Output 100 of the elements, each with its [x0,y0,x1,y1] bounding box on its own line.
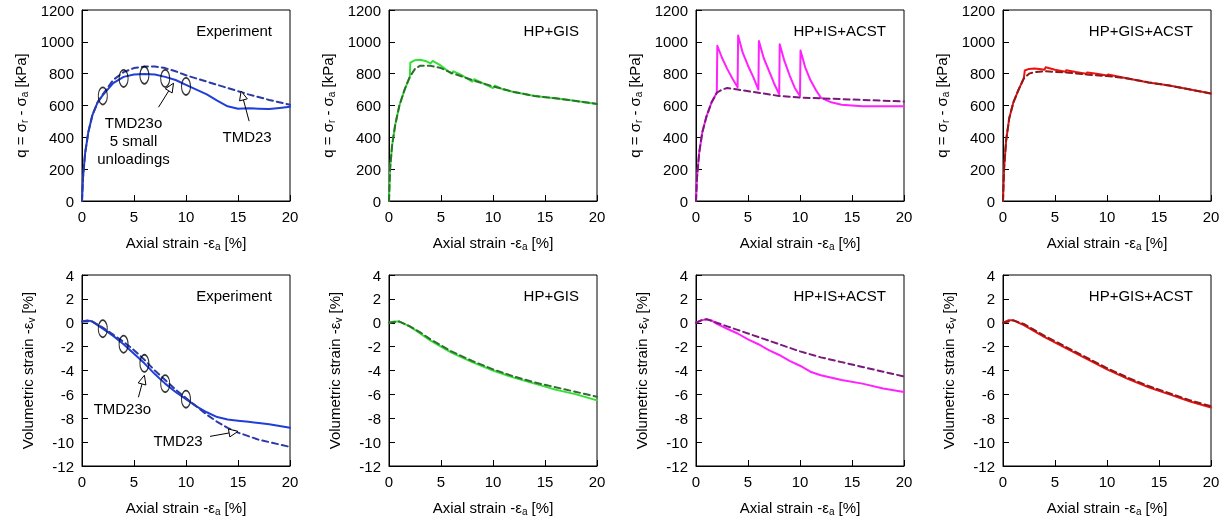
y-axis-title: q = σr - σa [kPa] [319,53,338,158]
y-tick-label: 2 [986,290,995,308]
y-tick-label: 800 [48,65,74,83]
y-tick-label: 1200 [40,1,74,19]
x-tick-label: 15 [1150,208,1168,225]
y-tick-label: 1000 [40,33,74,51]
x-tick-label: 0 [384,208,394,225]
text: HP+GIS+ACST [1088,287,1193,304]
x-tick-label: 15 [229,208,247,225]
y-tick-label: 200 [48,160,74,178]
y-tick-label: -10 [359,433,381,451]
y-tick-label: 1000 [347,33,381,51]
x-tick-label: 15 [536,473,554,490]
y-tick-label: 1200 [961,1,995,19]
line-series [81,319,291,429]
x-tick-label: 0 [77,473,87,490]
text: HP+IS+ACST [793,22,887,39]
y-tick-label: -8 [674,409,688,427]
y-tick-label: -4 [60,362,74,379]
x-tick-label: 0 [998,208,1008,225]
y-tick-label: 800 [969,65,995,83]
x-tick-label: 10 [484,473,502,490]
y-tick-label: 200 [355,160,381,178]
y-tick-label: -8 [60,409,74,427]
text: HP+IS+ACST [793,287,887,304]
y-tick-label: -2 [981,338,995,356]
y-axis-title: q = σr - σa [kPa] [626,53,645,158]
x-tick-label: 15 [843,208,861,225]
x-tick-label: 10 [1098,208,1116,225]
annotation: TMD23 [153,432,203,450]
x-tick-label: 5 [1050,473,1060,490]
y-tick-label: -12 [52,457,74,475]
y-tick-label: 0 [65,314,74,332]
y-tick-label: -10 [973,433,995,451]
x-tick-label: 20 [281,208,299,225]
y-axis-title: q = σr - σa [kPa] [933,53,952,158]
x-tick-label: 20 [895,208,913,225]
x-tick-label: 10 [791,208,809,225]
x-tick-label: 10 [484,208,502,225]
x-tick-label: 10 [177,208,195,225]
y-tick-label: 600 [969,97,995,114]
y-tick-label: -10 [666,433,688,451]
x-tick-label: 5 [743,208,753,225]
x-tick-label: 15 [1150,473,1168,490]
y-tick-label: -4 [674,362,688,379]
y-tick-label: -8 [367,409,381,427]
x-tick-label: 15 [536,208,554,225]
y-tick-label: 1000 [654,33,688,51]
x-tick-label: 0 [691,208,701,225]
text: Experiment [196,22,273,39]
x-tick-label: 20 [588,473,606,490]
x-tick-label: 5 [1050,208,1060,225]
y-tick-label: 200 [662,160,688,178]
text: HP+GIS [523,287,579,304]
y-tick-label: 0 [372,192,381,210]
x-tick-label: 20 [1202,208,1220,225]
x-tick-label: 0 [77,208,87,225]
y-tick-label: 0 [65,192,74,210]
y-tick-label: -6 [367,385,381,403]
y-tick-label: 0 [986,192,995,210]
y-tick-label: 0 [679,314,688,332]
x-tick-label: 5 [436,208,446,225]
y-tick-label: 600 [48,97,74,114]
x-tick-label: 15 [229,473,247,490]
y-tick-label: 1200 [654,1,688,19]
y-tick-label: 4 [679,266,688,284]
y-tick-label: 400 [969,128,995,146]
x-tick-label: 10 [791,473,809,490]
x-tick-label: 20 [1202,473,1220,490]
y-tick-label: 1000 [961,33,995,51]
y-tick-label: 4 [372,266,381,284]
x-tick-label: 20 [895,473,913,490]
y-tick-label: -6 [60,385,74,403]
y-tick-label: -4 [981,362,995,379]
y-tick-label: 400 [355,128,381,146]
y-tick-label: -12 [666,457,688,475]
y-tick-label: 0 [986,314,995,332]
line-series [695,318,905,378]
y-tick-label: -6 [981,385,995,403]
x-tick-label: 10 [177,473,195,490]
x-tick-label: 20 [281,473,299,490]
y-tick-label: 4 [65,266,74,284]
x-tick-label: 0 [998,473,1008,490]
y-tick-label: 2 [65,290,74,308]
y-tick-label: -2 [367,338,381,356]
y-tick-label: 2 [372,290,381,308]
y-tick-label: 0 [679,192,688,210]
annotation: TMD23 [222,128,272,146]
text: Experiment [196,287,273,304]
y-tick-label: 4 [986,266,995,284]
y-tick-label: 0 [372,314,381,332]
text: HP+GIS [523,22,579,39]
y-tick-label: -10 [52,433,74,451]
x-tick-label: 15 [843,473,861,490]
x-tick-label: 0 [384,473,394,490]
y-axis-title: q = σr - σa [kPa] [12,53,31,158]
y-tick-label: 1200 [347,1,381,19]
y-tick-label: -8 [981,409,995,427]
annotation: TMD23o [93,400,152,418]
y-tick-label: 400 [662,128,688,146]
